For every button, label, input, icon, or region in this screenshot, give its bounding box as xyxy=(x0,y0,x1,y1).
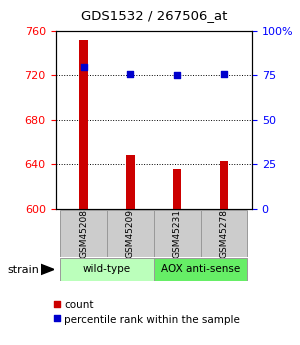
Point xyxy=(128,71,133,77)
Text: count: count xyxy=(64,300,94,310)
Point xyxy=(55,316,59,321)
FancyBboxPatch shape xyxy=(154,210,200,257)
Bar xyxy=(80,40,88,209)
Text: percentile rank within the sample: percentile rank within the sample xyxy=(64,315,240,325)
Point xyxy=(175,73,179,78)
Text: GDS1532 / 267506_at: GDS1532 / 267506_at xyxy=(81,9,228,22)
FancyBboxPatch shape xyxy=(60,258,154,281)
Text: AOX anti-sense: AOX anti-sense xyxy=(161,265,240,274)
Polygon shape xyxy=(40,264,54,275)
Point xyxy=(81,64,86,69)
Text: GSM45278: GSM45278 xyxy=(219,209,228,258)
Text: GSM45208: GSM45208 xyxy=(79,209,88,258)
FancyBboxPatch shape xyxy=(60,210,107,257)
Bar xyxy=(126,155,135,209)
Text: GSM45209: GSM45209 xyxy=(126,209,135,258)
Text: strain: strain xyxy=(8,265,39,275)
Text: wild-type: wild-type xyxy=(83,265,131,274)
Point xyxy=(55,301,59,306)
Bar xyxy=(220,161,228,209)
FancyBboxPatch shape xyxy=(200,210,247,257)
Text: GSM45231: GSM45231 xyxy=(172,209,182,258)
Bar xyxy=(173,169,182,209)
FancyBboxPatch shape xyxy=(107,210,154,257)
FancyBboxPatch shape xyxy=(154,258,247,281)
Point xyxy=(221,71,226,77)
